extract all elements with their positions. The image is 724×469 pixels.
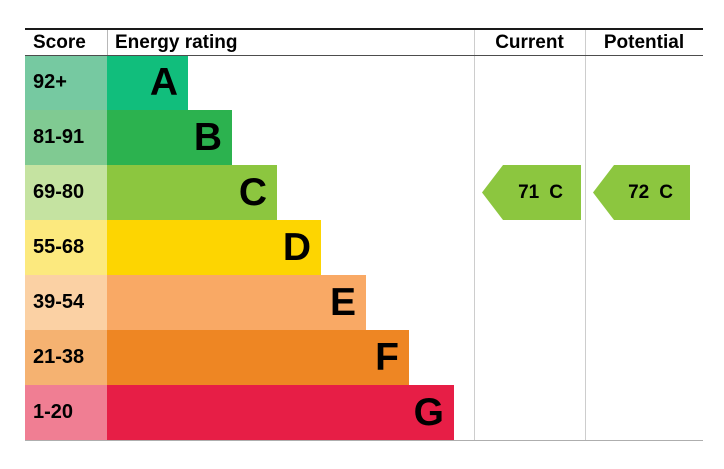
potential-column-header: Potential bbox=[603, 32, 685, 53]
band-row-a: 92+ A bbox=[25, 55, 703, 110]
current-rating-band: C bbox=[549, 181, 563, 203]
score-column-divider bbox=[107, 30, 108, 55]
potential-column-divider bbox=[585, 28, 586, 440]
band-rows: 92+ A 81-91 B 69-80 C 55-68 D 39-54 E 21-38 F 1-20 G bbox=[25, 55, 703, 440]
energy-rating-column-header: Energy rating bbox=[115, 32, 238, 53]
band-bar-g: G bbox=[107, 385, 454, 440]
band-score-range: 92+ bbox=[25, 55, 107, 110]
header-underline bbox=[25, 55, 703, 56]
band-bar-e: E bbox=[107, 275, 366, 330]
current-column-header: Current bbox=[495, 32, 564, 53]
band-score-range: 21-38 bbox=[25, 330, 107, 385]
band-score-range: 69-80 bbox=[25, 165, 107, 220]
band-row-b: 81-91 B bbox=[25, 110, 703, 165]
score-column-header: Score bbox=[33, 32, 86, 53]
band-bar-c: C bbox=[107, 165, 277, 220]
band-row-d: 55-68 D bbox=[25, 220, 703, 275]
band-row-f: 21-38 F bbox=[25, 330, 703, 385]
table-bottom-border bbox=[25, 440, 703, 441]
current-column-divider bbox=[474, 28, 475, 440]
band-row-e: 39-54 E bbox=[25, 275, 703, 330]
band-row-c: 69-80 C bbox=[25, 165, 703, 220]
epc-table: Score Energy rating Current Potential 92… bbox=[25, 28, 703, 441]
band-bar-b: B bbox=[107, 110, 232, 165]
current-rating-value: 71 bbox=[518, 181, 540, 203]
band-row-g: 1-20 G bbox=[25, 385, 703, 440]
band-score-range: 81-91 bbox=[25, 110, 107, 165]
current-rating-arrow: 71 C bbox=[482, 165, 581, 220]
band-bar-a: A bbox=[107, 55, 188, 110]
table-top-border bbox=[25, 28, 703, 30]
band-score-range: 1-20 bbox=[25, 385, 107, 440]
potential-rating-value: 72 bbox=[628, 181, 650, 203]
band-bar-d: D bbox=[107, 220, 321, 275]
potential-rating-arrow: 72 C bbox=[593, 165, 690, 220]
band-score-range: 39-54 bbox=[25, 275, 107, 330]
potential-rating-band: C bbox=[659, 181, 673, 203]
band-score-range: 55-68 bbox=[25, 220, 107, 275]
band-bar-f: F bbox=[107, 330, 409, 385]
